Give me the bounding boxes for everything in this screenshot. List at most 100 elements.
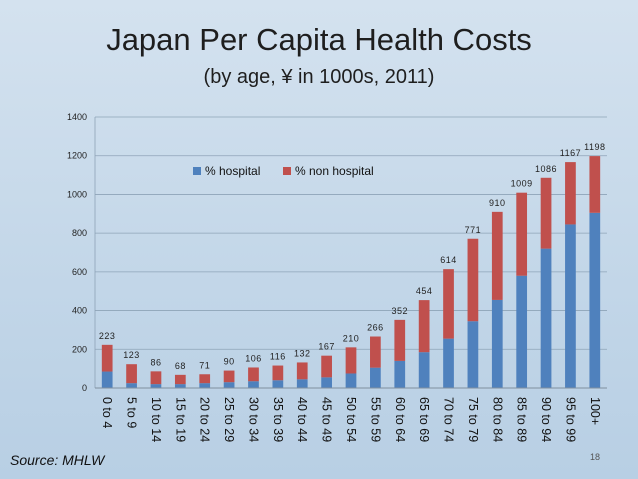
data-label-total: 86	[150, 357, 161, 367]
bar-hospital	[248, 381, 259, 388]
bar-non-hospital	[565, 162, 576, 225]
bar-hospital	[321, 377, 332, 388]
data-label-total: 223	[99, 331, 116, 341]
x-tick-label: 45 to 49	[320, 397, 334, 442]
bar-hospital	[223, 382, 235, 388]
x-tick-label: 70 to 74	[442, 397, 456, 442]
x-tick-label: 50 to 54	[344, 397, 358, 442]
x-tick-label: 55 to 59	[368, 397, 382, 442]
x-tick-label: 90 to 94	[539, 397, 553, 442]
y-tick-label: 1200	[67, 151, 87, 161]
data-label-total: 266	[367, 323, 384, 333]
bar-hospital	[418, 352, 430, 388]
bar-hospital	[589, 212, 601, 388]
x-tick-label: 60 to 64	[393, 397, 407, 442]
bar-non-hospital	[345, 347, 357, 374]
bar-hospital	[345, 373, 357, 388]
source-note: Source: MHLW	[10, 452, 105, 468]
data-label-total: 167	[318, 342, 335, 352]
y-axis: 0 200 400 600 800 1000 1200 1400	[67, 112, 96, 393]
legend-swatch-non-hospital	[283, 167, 291, 175]
bar-hospital	[565, 224, 576, 388]
data-label-total: 910	[489, 198, 506, 208]
bar-hospital	[199, 383, 211, 388]
data-labels: 223 123 86 68 71 90 106 116 132 167 210 266 352 454 61…	[99, 142, 605, 371]
data-label-total: 454	[416, 286, 433, 296]
data-label-total: 1009	[511, 179, 533, 189]
x-tick-label: 20 to 24	[198, 397, 212, 442]
data-label-total: 116	[270, 352, 286, 362]
legend: % hospital % non hospital	[193, 164, 374, 178]
data-label-total: 1198	[584, 142, 605, 152]
bar-non-hospital	[467, 238, 479, 322]
x-tick-label: 95 to 99	[563, 397, 577, 442]
bar-series	[101, 156, 601, 388]
y-tick-label: 0	[82, 383, 87, 393]
chart-subtitle: (by age, ¥ in 1000s, 2011)	[203, 66, 435, 88]
bar-hospital	[467, 321, 479, 388]
data-label-total: 90	[224, 357, 235, 367]
data-label-total: 352	[391, 306, 408, 316]
x-tick-label: 65 to 69	[417, 397, 431, 442]
legend-label-hospital: % hospital	[205, 164, 260, 178]
x-tick-label: 25 to 29	[222, 397, 236, 442]
y-tick-label: 800	[72, 228, 87, 238]
chart-title: Japan Per Capita Health Costs	[106, 22, 532, 57]
bar-hospital	[272, 380, 284, 388]
x-tick-label: 5 to 9	[125, 397, 139, 428]
bar-non-hospital	[223, 370, 235, 383]
x-tick-label: 100+	[588, 397, 602, 425]
bar-non-hospital	[443, 269, 454, 339]
bar-non-hospital	[199, 374, 211, 384]
data-label-total: 132	[294, 348, 311, 358]
bar-non-hospital	[491, 211, 503, 300]
data-label-total: 614	[440, 255, 457, 265]
bar-non-hospital	[589, 156, 601, 213]
data-label-total: 106	[245, 353, 262, 363]
bar-non-hospital	[418, 300, 430, 353]
x-tick-label: 40 to 44	[295, 397, 309, 442]
bar-hospital	[296, 379, 308, 388]
bar-non-hospital	[540, 177, 552, 249]
bar-hospital	[150, 384, 162, 388]
data-label-total: 71	[199, 360, 210, 370]
x-tick-label: 0 to 4	[100, 397, 114, 428]
bar-hospital	[370, 367, 381, 388]
bar-hospital	[394, 360, 406, 388]
bar-non-hospital	[516, 192, 528, 276]
x-tick-label: 15 to 19	[173, 397, 187, 442]
bar-hospital	[174, 384, 186, 388]
bar-non-hospital	[150, 371, 162, 385]
x-tick-label: 35 to 39	[271, 397, 285, 442]
x-axis: 0 to 4 5 to 9 10 to 14 15 to 19 20 to 24 25 t…	[95, 387, 607, 442]
bar-hospital	[101, 371, 113, 388]
bar-hospital	[540, 248, 552, 388]
bar-non-hospital	[394, 319, 406, 361]
bar-non-hospital	[370, 336, 381, 368]
data-label-total: 1167	[560, 148, 581, 158]
bar-non-hospital	[272, 365, 284, 381]
bar-hospital	[516, 275, 528, 388]
bar-non-hospital	[174, 374, 186, 385]
bar-hospital	[443, 338, 454, 388]
y-tick-label: 400	[72, 306, 87, 316]
slide-number: 18	[590, 452, 601, 462]
x-tick-label: 75 to 79	[466, 397, 480, 442]
x-tick-label: 80 to 84	[490, 397, 504, 442]
bar-non-hospital	[126, 364, 137, 384]
legend-label-non-hospital: % non hospital	[295, 164, 374, 178]
data-label-total: 210	[343, 333, 360, 343]
data-label-total: 771	[465, 225, 482, 235]
x-tick-label: 30 to 34	[246, 397, 260, 442]
y-tick-label: 600	[72, 267, 87, 277]
y-tick-label: 1000	[67, 189, 87, 199]
data-label-total: 68	[175, 361, 186, 371]
bar-non-hospital	[248, 367, 259, 382]
data-label-total: 123	[123, 350, 140, 360]
bar-non-hospital	[296, 362, 308, 380]
y-tick-label: 200	[72, 344, 87, 354]
bar-non-hospital	[101, 344, 113, 372]
y-tick-label: 1400	[67, 112, 87, 122]
